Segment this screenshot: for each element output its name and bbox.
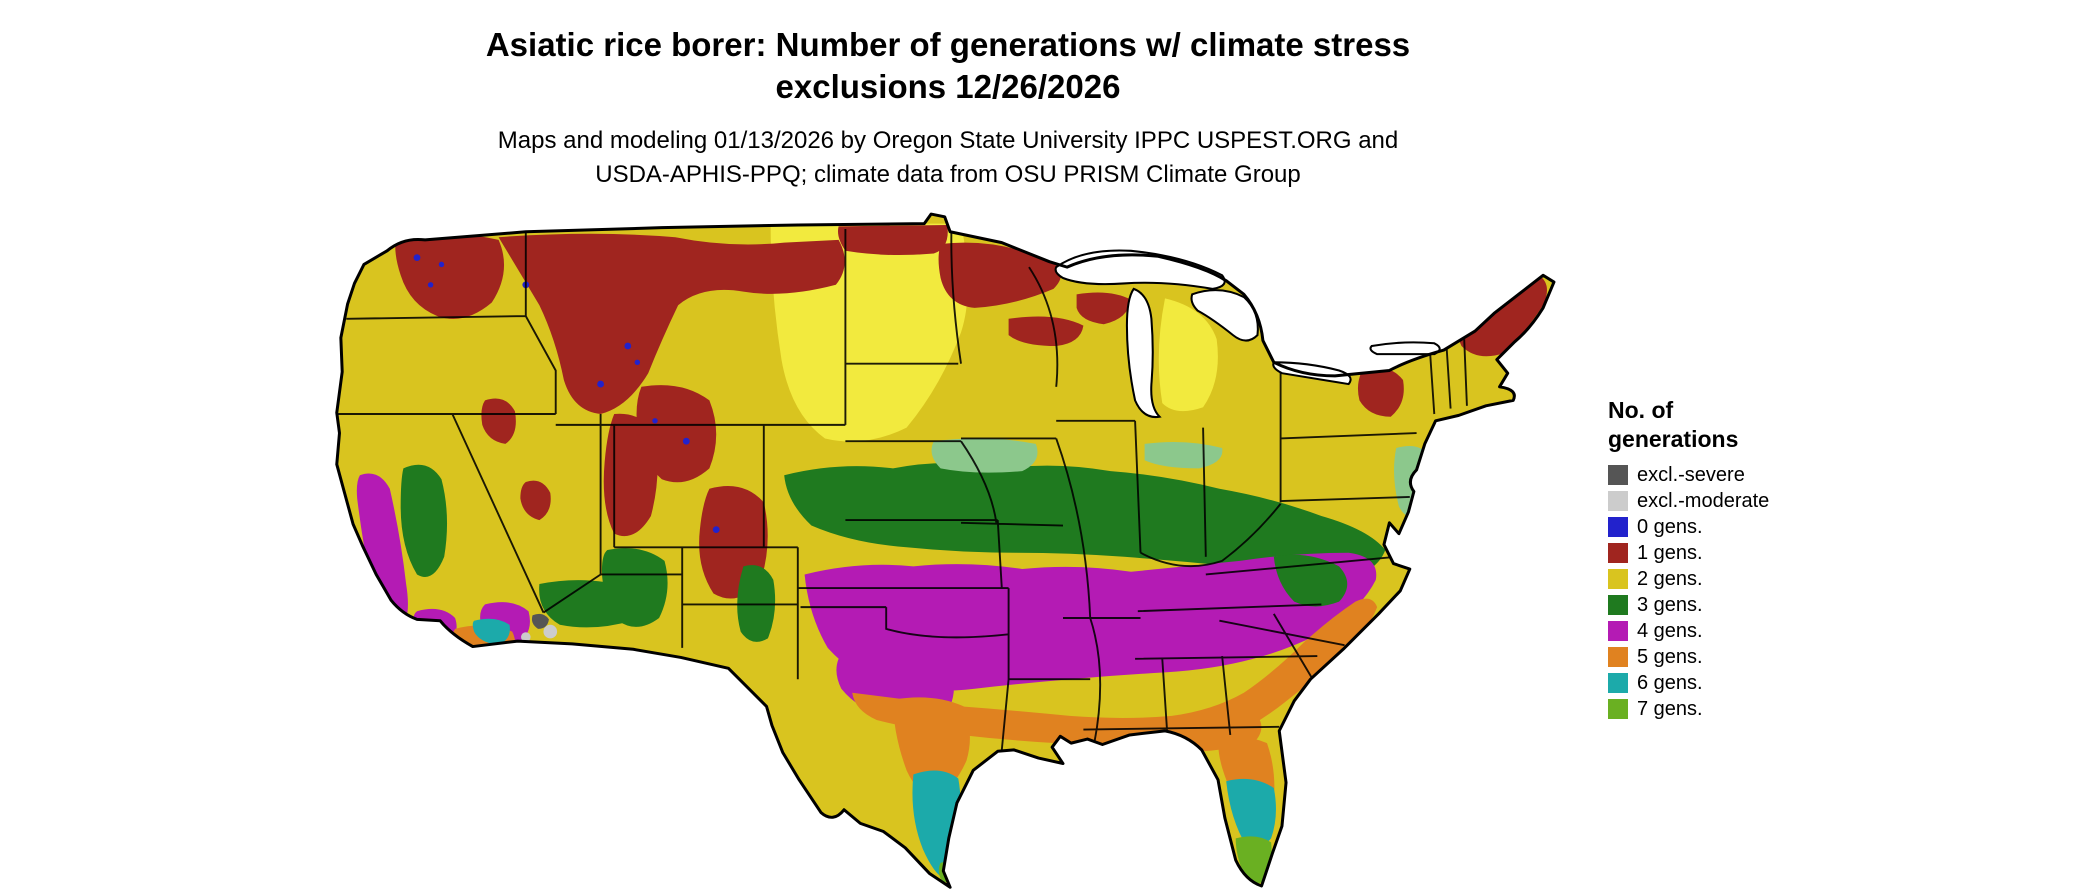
region-1-gens (395, 224, 1547, 599)
legend-label: 0 gens. (1637, 516, 1703, 538)
region-7-gens (938, 836, 1272, 884)
legend-label: 7 gens. (1637, 698, 1703, 720)
legend-title-line2: generations (1608, 426, 1739, 452)
region-2-gens-bright (770, 223, 1218, 442)
legend: No. of generations excl.-severe excl.-mod… (1608, 396, 1868, 722)
legend-item: 7 gens. (1608, 696, 1868, 722)
legend-label: 5 gens. (1637, 646, 1703, 668)
legend-swatch (1608, 517, 1628, 537)
us-map-svg (335, 212, 1556, 889)
legend-item: 0 gens. (1608, 514, 1868, 540)
region-4-gens (356, 473, 1377, 721)
legend-item: excl.-severe (1608, 462, 1868, 488)
legend-swatch (1608, 647, 1628, 667)
region-excl-severe (531, 613, 549, 629)
legend-title: No. of generations (1608, 396, 1868, 454)
legend-items: excl.-severe excl.-moderate 0 gens. 1 gens.… (1608, 462, 1868, 722)
region-excl-moderate (521, 624, 558, 642)
us-map (320, 210, 1568, 890)
figure-subtitle: Maps and modeling 01/13/2026 by Oregon S… (0, 124, 1896, 192)
lake-michigan (1125, 287, 1162, 419)
figure-subtitle-line2: USDA-APHIS-PPQ; climate data from OSU PR… (595, 161, 1301, 188)
legend-item: 1 gens. (1608, 540, 1868, 566)
figure-subtitle-line1: Maps and modeling 01/13/2026 by Oregon S… (497, 127, 1399, 154)
legend-item: 3 gens. (1608, 592, 1868, 618)
legend-swatch (1608, 569, 1628, 589)
great-lakes (1054, 249, 1441, 419)
legend-swatch (1608, 595, 1628, 615)
legend-swatch (1608, 465, 1628, 485)
legend-item: 4 gens. (1608, 618, 1868, 644)
legend-swatch (1608, 491, 1628, 511)
figure-title-line2: exclusions 12/26/2026 (775, 68, 1121, 105)
legend-label: 6 gens. (1637, 672, 1703, 694)
region-0-gens-specks (413, 254, 720, 533)
region-5-gens (452, 598, 1378, 821)
region-3-gens-appalachia (1273, 554, 1348, 607)
legend-item: 2 gens. (1608, 566, 1868, 592)
legend-label: excl.-severe (1637, 464, 1745, 486)
legend-swatch (1608, 699, 1628, 719)
legend-title-line1: No. of (1608, 397, 1674, 423)
legend-swatch (1608, 543, 1628, 563)
legend-item: excl.-moderate (1608, 488, 1868, 514)
legend-swatch (1608, 673, 1628, 693)
legend-swatch (1608, 621, 1628, 641)
figure-title-line1: Asiatic rice borer: Number of generation… (485, 26, 1411, 63)
lake-huron (1190, 289, 1259, 342)
map-regions (336, 214, 1554, 888)
region-3-gens-light (931, 438, 1432, 518)
state-borders (338, 226, 1468, 751)
lake-superior (1054, 249, 1226, 290)
legend-label: 2 gens. (1637, 568, 1703, 590)
legend-label: 1 gens. (1637, 542, 1703, 564)
legend-label: excl.-moderate (1637, 490, 1770, 512)
legend-item: 6 gens. (1608, 670, 1868, 696)
lake-ontario (1369, 341, 1441, 356)
legend-item: 5 gens. (1608, 644, 1868, 670)
figure-title: Asiatic rice borer: Number of generation… (0, 24, 1896, 108)
legend-label: 4 gens. (1637, 620, 1703, 642)
legend-label: 3 gens. (1637, 594, 1703, 616)
us-outline (335, 212, 1556, 889)
